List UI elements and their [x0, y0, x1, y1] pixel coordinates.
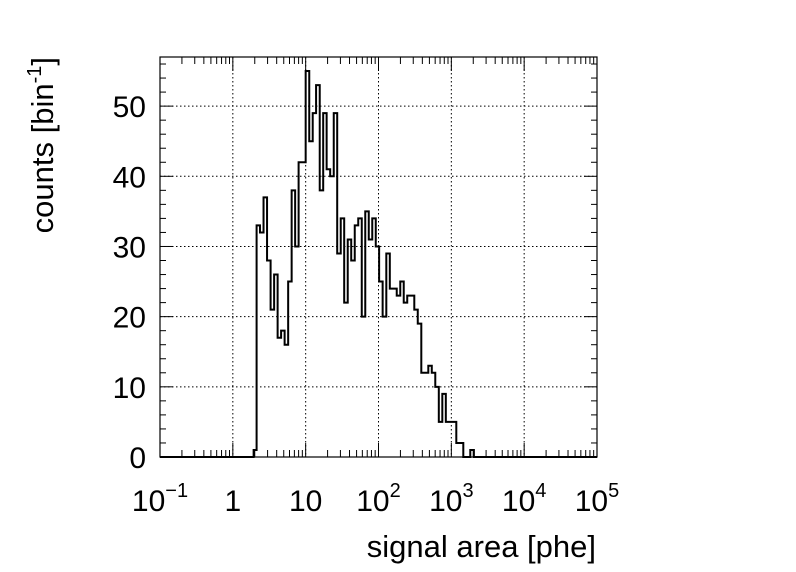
x-tick-label-exponent: 5 — [608, 480, 619, 502]
x-tick-label: 10 — [289, 485, 322, 518]
y-tick-label: 40 — [113, 161, 146, 194]
x-tick-label-exponent: 2 — [390, 480, 401, 502]
x-tick-label-base: 10 — [356, 485, 389, 518]
y-axis-title-close: ] — [25, 57, 60, 66]
y-tick-label: 10 — [113, 372, 146, 405]
x-tick-label: 105 — [575, 480, 620, 518]
y-axis-title-sup: -1 — [24, 66, 46, 84]
x-tick-label-exponent: −1 — [165, 480, 188, 502]
x-tick-label: 103 — [429, 480, 474, 518]
x-tick-label: 102 — [356, 480, 401, 518]
x-tick-label-exponent: 3 — [462, 480, 473, 502]
y-axis-title: counts [bin-1] — [24, 57, 60, 233]
y-tick-labels: 0 10 20 30 40 50 — [113, 91, 146, 475]
y-tick-label: 0 — [129, 442, 146, 475]
x-tick-label-exponent: 4 — [535, 480, 546, 502]
x-tick-label: 1 — [224, 485, 241, 518]
y-tick-label: 30 — [113, 231, 146, 264]
y-tick-label: 20 — [113, 302, 146, 335]
x-tick-label-base: 10 — [429, 485, 462, 518]
x-tick-labels: 10−1 1 10 102 103 104 105 — [132, 480, 619, 518]
histogram-line — [160, 70, 597, 458]
x-axis-title: signal area [phe] — [367, 529, 596, 564]
x-tick-label: 10−1 — [132, 480, 188, 518]
x-tick-label: 104 — [502, 480, 547, 518]
x-tick-label-base: 10 — [132, 485, 165, 518]
y-tick-label: 50 — [113, 91, 146, 124]
y-axis-title-main: counts [bin — [25, 83, 60, 233]
x-tick-label-base: 10 — [289, 485, 322, 518]
axis-ticks — [159, 57, 598, 458]
x-tick-label-base: 10 — [502, 485, 535, 518]
x-tick-label-base: 1 — [224, 485, 241, 518]
x-tick-label-base: 10 — [575, 485, 608, 518]
